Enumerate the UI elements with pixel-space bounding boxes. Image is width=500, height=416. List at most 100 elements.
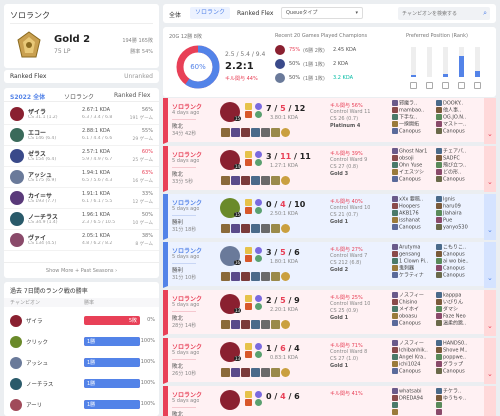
participant[interactable]: Arutyma [392,244,434,251]
show-more-button[interactable]: Show More + Past Seasons › [4,262,159,278]
expand-match-button[interactable]: ⌄ [484,386,496,416]
participant[interactable]: Canopus [392,368,434,375]
participant[interactable]: Chisino [392,299,434,306]
match-row[interactable]: ソロランク 5 days ago 敗北 28分 14秒 13 2 / 5 / 9 2.20:… [163,290,496,336]
participant[interactable]: SADFC [436,155,478,162]
season-champion-row[interactable]: カイ＝サ CS 193 (7.7) 1.91:1 KDA 6.1 / 6.1 / 5.… [4,188,159,209]
tab-flex[interactable]: Ranked Flex [114,92,151,99]
participant[interactable] [392,402,434,409]
season-champion-row[interactable]: アッシュ CS 175 (6.9) 1.94:1 KDA 6.5 / 5.6 / 4.… [4,167,159,188]
champion-search[interactable]: ⌕ [398,7,490,20]
participant[interactable]: メイホイ [392,306,434,313]
participant[interactable]: DREDA94 [392,395,434,402]
participant[interactable] [436,402,478,409]
participant[interactable]: xXx 要稿.. [392,196,434,203]
season-champion-row[interactable]: ゼラス CS 154 (6.4) 2.57:1 KDA 5.9 / 4.9 / 6.7… [4,146,159,167]
participant[interactable]: Canopus [436,368,478,375]
expand-match-button[interactable]: ⌄ [484,290,496,336]
participant[interactable]: Ignis [436,196,478,203]
participant[interactable]: 1 Clown Pi.. [392,258,434,265]
queue-select[interactable]: Queueタイプ ▾ [281,7,363,19]
participant[interactable]: ダマシ [436,306,478,313]
participant[interactable]: Canopus [392,224,434,231]
season-champion-row[interactable]: ノーチラス CS 34.9 (1.4) 1.96:1 KDA 2.3 / 6.5 / … [4,209,159,230]
filter-bar: 全体 ソロランク Ranked Flex Queueタイプ ▾ ⌕ [163,4,496,23]
participant[interactable]: poppwe.. [436,354,478,361]
participant[interactable]: obsoji [392,155,434,162]
filter-tab-all[interactable]: 全体 [169,12,182,19]
participant[interactable]: Canopus [392,176,434,183]
participant[interactable]: 下手な.. [392,114,434,121]
participant[interactable]: isshanat [392,217,434,224]
participant[interactable]: 邪魔ラ.. [392,100,434,107]
participant[interactable]: AKB176 [392,210,434,217]
match-row[interactable]: ソロランク 4 days ago 敗北 34分 42秒 15 7 / 5 / 12 3.80… [163,98,496,144]
participant[interactable]: gensang [392,251,434,258]
participant[interactable]: チケラ.. [436,388,478,395]
participant[interactable]: oboasu [392,313,434,320]
participant[interactable]: Pue [436,217,478,224]
participant[interactable]: チェアパ.. [436,148,478,155]
participant[interactable]: こもりこ.. [436,244,478,251]
participant[interactable]: Ichibanhik.. [392,347,434,354]
participant[interactable]: Angel Kra.. [392,354,434,361]
participant[interactable]: Ghost Nar1 [392,148,434,155]
participant[interactable]: 飛び立つ.. [436,162,478,169]
expand-match-button[interactable]: ⌄ [484,242,496,288]
participant[interactable]: 温柔的跳.. [436,320,478,327]
expand-match-button[interactable]: ⌄ [484,338,496,384]
participant[interactable]: Canopus [436,251,478,258]
participant[interactable]: ai wo bie.. [436,258,478,265]
participant[interactable]: haru09 [436,203,478,210]
champion-search-input[interactable] [398,7,476,20]
participant[interactable]: グラップ [436,361,478,368]
participant[interactable]: ichi1024 [392,361,434,368]
filter-tab-solo[interactable]: ソロランク [190,7,230,19]
season-champion-row[interactable]: ヴァイ CS 134 (4.5) 2.05:1 KDA 4.8 / 6.2 / 8.2… [4,230,159,251]
participant[interactable]: 一揆開拓 [392,121,434,128]
participant[interactable]: いびりん [436,299,478,306]
participant[interactable]: Canopus [436,176,478,183]
match-row[interactable]: ソロランク 5 days ago 敗北 26分 10秒 13 1 / 6 / 4 0.83:… [163,338,496,384]
expand-match-button[interactable]: ⌄ [484,146,496,192]
participant[interactable]: Canopus [392,128,434,135]
participant[interactable]: Canopus [436,128,478,135]
participant[interactable]: HANDS0.. [436,340,478,347]
expand-match-button[interactable]: ⌄ [484,98,496,144]
participant[interactable]: Shove M.. [436,347,478,354]
participant[interactable]: ノスフィー [392,340,434,347]
participant[interactable]: kapppa [436,292,478,299]
participant[interactable]: Jlahaira [436,210,478,217]
filter-tab-flex[interactable]: Ranked Flex [237,10,274,17]
participant[interactable]: Ohn Yuse [392,162,434,169]
match-row[interactable]: ソロランク 5 days ago 敗北 0 / 4 / 6 キル関与 41% whatsa… [163,386,496,416]
participant[interactable]: yanyo530 [436,224,478,231]
match-row[interactable]: ソロランク 5 days ago 勝利 31分 10秒 16 3 / 5 / 6 1.80:… [163,242,496,288]
participant[interactable]: ノスフィー [392,292,434,299]
tab-solo[interactable]: ソロランク [64,94,95,101]
season-champion-row[interactable]: エコー CS 146 (6.4) 2.88:1 KDA 6.1 / 4.4 / 6.6… [4,125,159,146]
tab-s2022[interactable]: S2022 全体 [10,94,46,101]
participant[interactable]: 鬼刺器 [392,265,434,272]
participant[interactable]: OG.JO.N.. [436,114,478,121]
participant[interactable]: ケラティナ [392,272,434,279]
participant[interactable]: 他人事.. [436,107,478,114]
participant[interactable]: DOOKY.. [436,100,478,107]
participant[interactable] [436,409,478,416]
season-champion-row[interactable]: ザイラ CS 31.1 (1.2) 2.67:1 KDA 6.3 / 3.4 / 6.… [4,104,159,125]
participant[interactable]: whatsabi [392,388,434,395]
expand-match-button[interactable]: ⌄ [484,194,496,240]
participant[interactable] [392,409,434,416]
match-row[interactable]: ソロランク 5 days ago 勝利 31分 18秒 15 0 / 4 / 10 2.50… [163,194,496,240]
participant[interactable]: ゆうちゃ.. [436,395,478,402]
match-row[interactable]: ソロランク 5 days ago 敗北 33分 5秒 14 3 / 11 / 11 1.27… [163,146,496,192]
participant[interactable]: Hoopers [392,203,434,210]
participant[interactable]: Faze Neo [436,313,478,320]
participant[interactable]: イエスツシ [392,169,434,176]
participant[interactable]: mambao.. [392,107,434,114]
participant[interactable]: Canopus [392,320,434,327]
participant[interactable]: マストー.. [436,121,478,128]
participant[interactable]: Canopus [436,265,478,272]
participant[interactable]: Canopus [436,272,478,279]
participant[interactable]: どの形.. [436,169,478,176]
